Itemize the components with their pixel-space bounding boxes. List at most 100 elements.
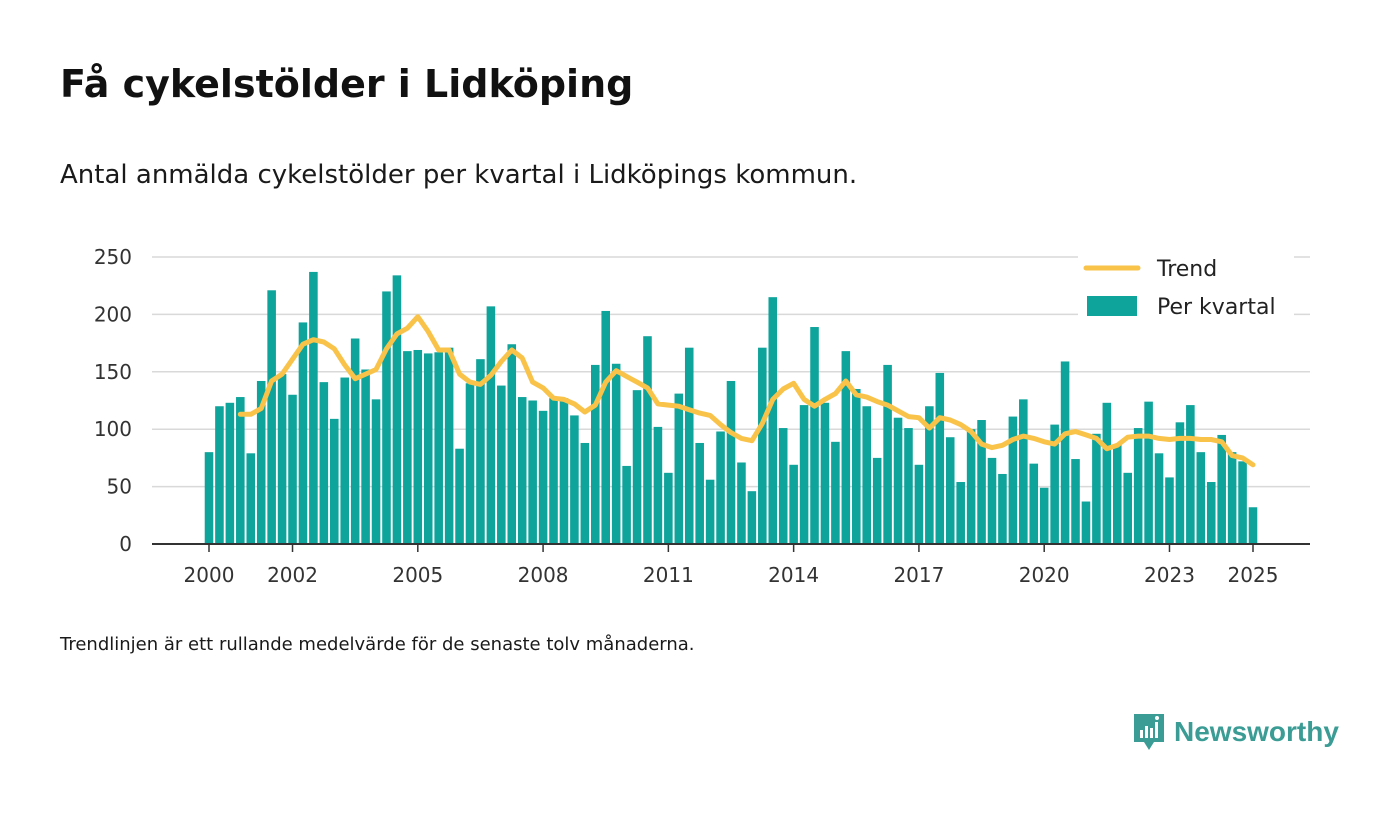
x-tick-label-2014: 2014 [768, 563, 819, 587]
bar [204, 452, 214, 544]
bar [1092, 433, 1101, 544]
bar [622, 465, 631, 544]
bar [705, 479, 715, 544]
bar [1123, 472, 1133, 544]
bar [737, 462, 746, 544]
bar [570, 415, 579, 544]
bar [413, 349, 423, 544]
bar [1196, 452, 1206, 544]
bar [538, 410, 548, 544]
legend-bar-label: Per kvartal [1157, 295, 1276, 320]
bar [517, 397, 527, 544]
bar [747, 491, 757, 544]
bar [329, 418, 339, 544]
bar [423, 353, 433, 544]
chart-subtitle: Antal anmälda cykelstölder per kvartal i… [60, 160, 858, 190]
bar [841, 351, 851, 544]
bar [444, 347, 454, 544]
bar [684, 347, 694, 544]
bar [862, 406, 872, 544]
bar [340, 377, 350, 544]
bar [1238, 461, 1247, 544]
bar [998, 473, 1007, 544]
bar [267, 290, 276, 544]
bar [1039, 487, 1049, 544]
bar [1081, 501, 1091, 544]
bar [789, 464, 798, 544]
bar [277, 374, 287, 544]
bar [904, 428, 913, 544]
bar [778, 428, 788, 544]
bar [653, 426, 663, 544]
bar [476, 359, 485, 544]
bar [1248, 507, 1258, 544]
y-tick-label-50: 50 [107, 475, 132, 499]
bar [1102, 402, 1112, 544]
bar [810, 327, 819, 544]
x-tick-label-2025: 2025 [1228, 563, 1279, 587]
chart-footnote: Trendlinjen är ett rullande medelvärde f… [60, 634, 695, 655]
bar [371, 399, 381, 544]
bar [246, 453, 256, 544]
bar [632, 390, 642, 544]
bar [914, 464, 924, 544]
bar [382, 291, 391, 544]
bar [434, 352, 443, 544]
brand-name: Newsworthy [1174, 716, 1339, 747]
bar [851, 389, 861, 544]
bar [935, 372, 945, 544]
bar [1227, 452, 1237, 544]
trend-line [237, 314, 1256, 468]
bar [893, 417, 903, 544]
bar [465, 383, 475, 544]
x-tick-label-2002: 2002 [267, 563, 318, 587]
bar [309, 271, 318, 544]
y-tick-label-250: 250 [94, 245, 132, 269]
bar [497, 385, 506, 544]
bar [1112, 444, 1122, 544]
bar [1206, 482, 1216, 544]
x-axis-ticks: 2000 2002 2005 2008 2011 2014 2017 2020 2023 2025 [184, 544, 1279, 587]
bar [225, 402, 235, 544]
legend-bar-swatch [1087, 296, 1137, 316]
x-tick-label-2011: 2011 [643, 563, 694, 587]
x-tick-label-2023: 2023 [1144, 563, 1195, 587]
bar [455, 448, 464, 544]
bar [820, 402, 830, 544]
bar [695, 442, 704, 544]
bar [288, 394, 297, 544]
x-tick-label-2008: 2008 [518, 563, 569, 587]
y-axis-ticks: 0 50 100 150 200 250 [94, 245, 132, 556]
bar [1165, 477, 1174, 544]
bar [1154, 453, 1164, 544]
bar [1019, 399, 1028, 544]
chart-title: Få cykelstölder i Lidköping [60, 62, 634, 106]
bar [768, 297, 778, 544]
bar [486, 306, 496, 544]
bar [966, 429, 976, 544]
bar [831, 441, 840, 544]
bar [350, 338, 360, 544]
bar [1175, 422, 1185, 544]
bar [883, 364, 892, 544]
bar [1050, 424, 1059, 544]
legend: Trend Per kvartal [1078, 250, 1294, 328]
bar [528, 400, 537, 544]
bar [611, 363, 621, 544]
bar [298, 322, 308, 544]
bar [799, 405, 809, 544]
bar [925, 406, 934, 544]
bar [403, 351, 412, 544]
y-tick-label-0: 0 [119, 532, 132, 556]
bar [580, 442, 590, 544]
bar [559, 398, 569, 544]
bar [726, 380, 736, 544]
bar [872, 457, 882, 544]
bar [1029, 463, 1039, 544]
x-tick-label-2017: 2017 [893, 563, 944, 587]
bar [716, 431, 725, 544]
bar-line-chart: 0 50 100 150 200 250 2000 2002 2005 2008 2011 2014… [94, 245, 1310, 587]
bar [549, 398, 558, 544]
bar [1186, 405, 1195, 544]
x-tick-label-2005: 2005 [392, 563, 443, 587]
